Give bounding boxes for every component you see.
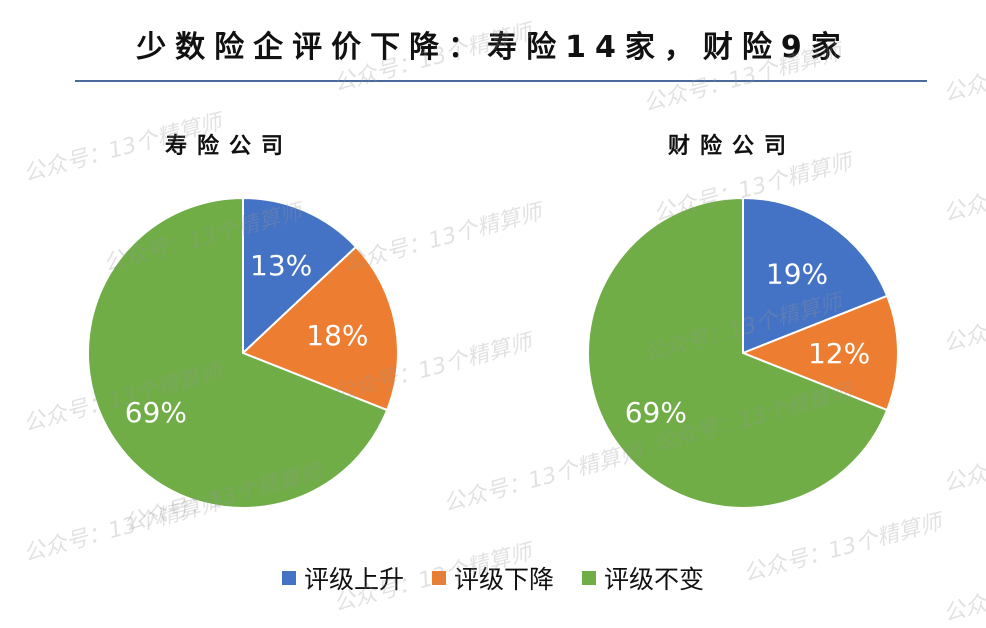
chart-title: 少数险企评价下降：寿险14家，财险9家 [136,30,850,65]
legend: 评级上升 评级下降 评级不变 [0,560,986,596]
pie-slice [87,196,389,509]
pie-slice [587,196,889,509]
data-label: 12% [808,337,870,370]
data-label: 19% [766,258,828,291]
legend-item-same: 评级不变 [582,560,704,596]
pie-slice [242,196,358,356]
life-insurance-subtitle: 寿险公司 [165,134,294,159]
legend-swatch [582,571,596,585]
pie-slice [740,294,899,412]
legend-swatch [281,571,296,585]
legend-swatch [431,571,446,585]
data-label: 13% [250,249,312,282]
pie-slice [742,196,889,355]
legend-label: 评级不变 [604,565,705,594]
legend-label: 评级上升 [303,565,404,594]
pie-charts: 13% 18% 69% 19% 12% 69% [87,196,899,509]
data-label: 69% [125,396,187,429]
legend-label: 评级下降 [453,565,554,594]
data-label: 69% [625,396,687,429]
pie-slice [241,245,399,412]
data-label: 18% [306,319,368,352]
title-divider [75,80,927,82]
property-insurance-subtitle: 财险公司 [668,134,797,159]
legend-item-down: 评级下降 [431,560,554,596]
legend-item-up: 评级上升 [281,560,404,596]
